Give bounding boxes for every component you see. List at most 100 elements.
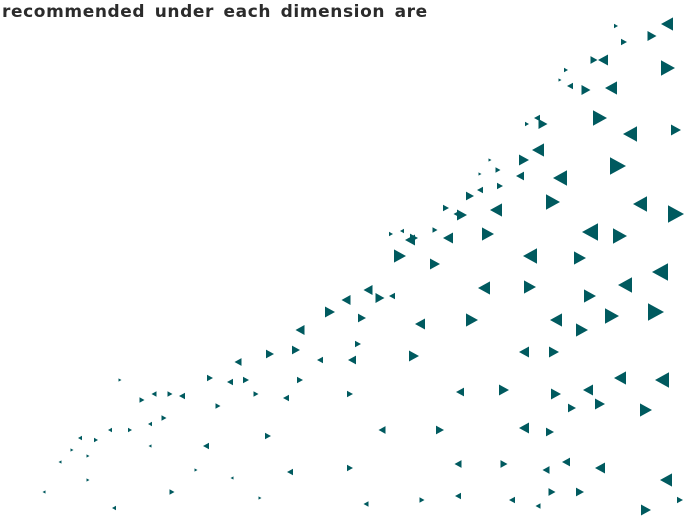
- triangle-shape: [590, 56, 598, 64]
- triangle-shape: [283, 394, 289, 402]
- triangle-shape: [148, 444, 152, 448]
- triangle-shape: [524, 280, 536, 294]
- triangle-shape: [598, 54, 608, 66]
- triangle-shape: [266, 349, 274, 359]
- triangle-shape: [582, 223, 598, 241]
- triangle-shape: [415, 318, 425, 330]
- triangle-shape: [292, 345, 300, 355]
- triangle-shape: [194, 468, 198, 472]
- triangle-shape: [605, 81, 617, 95]
- triangle-shape: [112, 505, 116, 511]
- triangle-shape: [576, 487, 584, 497]
- triangle-shape: [348, 355, 356, 365]
- body-text-fragment: recommended under each dimension are: [2, 2, 428, 22]
- triangle-shape: [243, 376, 249, 384]
- triangle-shape: [161, 415, 167, 421]
- triangle-shape: [389, 292, 395, 300]
- triangle-shape: [378, 426, 386, 434]
- triangle-shape: [42, 490, 46, 494]
- triangle-shape: [509, 496, 515, 504]
- triangle-shape: [453, 211, 459, 217]
- triangle-shape: [584, 289, 596, 303]
- triangle-shape: [179, 392, 185, 400]
- triangle-shape: [671, 124, 681, 136]
- triangle-shape: [227, 378, 233, 386]
- triangle-shape: [325, 306, 335, 318]
- triangle-shape: [358, 313, 366, 323]
- triangle-shape: [148, 421, 152, 427]
- triangle-shape: [347, 464, 353, 472]
- triangle-shape: [542, 466, 550, 474]
- triangle-shape: [203, 442, 209, 450]
- triangle-shape: [595, 462, 605, 474]
- triangle-shape: [633, 196, 647, 212]
- triangle-shape: [482, 227, 494, 241]
- triangle-shape: [341, 295, 351, 305]
- triangle-shape: [108, 427, 112, 433]
- triangle-shape: [519, 346, 529, 358]
- triangle-shape: [546, 427, 554, 437]
- triangle-shape: [234, 358, 242, 366]
- triangle-shape: [169, 489, 175, 495]
- triangle-shape: [593, 110, 607, 126]
- triangle-shape: [58, 460, 62, 464]
- triangle-shape: [409, 350, 419, 362]
- triangle-shape: [94, 437, 98, 443]
- triangle-shape: [375, 293, 385, 303]
- triangle-shape: [258, 496, 262, 500]
- triangle-shape: [70, 448, 74, 452]
- triangle-shape: [495, 167, 501, 173]
- triangle-shape: [652, 263, 668, 281]
- triangle-shape: [167, 391, 173, 397]
- triangle-shape: [287, 468, 293, 476]
- triangle-shape: [661, 60, 675, 76]
- triangle-shape: [614, 23, 618, 29]
- triangle-shape: [519, 154, 529, 166]
- triangle-shape: [478, 172, 482, 176]
- triangle-shape: [516, 171, 524, 181]
- triangle-shape: [443, 232, 453, 244]
- triangle-shape: [519, 422, 529, 434]
- triangle-shape: [363, 285, 373, 295]
- triangle-shape: [655, 372, 669, 388]
- triangle-shape: [549, 346, 559, 358]
- triangle-shape: [389, 231, 393, 237]
- triangle-shape: [535, 503, 541, 509]
- triangle-shape: [574, 251, 586, 265]
- triangle-shape: [151, 391, 157, 397]
- triangle-shape: [86, 478, 90, 482]
- triangle-shape: [546, 194, 560, 210]
- triangle-shape: [647, 31, 657, 41]
- triangle-shape: [230, 476, 234, 480]
- triangle-shape: [139, 397, 145, 403]
- triangle-shape: [623, 126, 637, 142]
- triangle-shape: [534, 114, 540, 122]
- triangle-shape: [456, 387, 464, 397]
- triangle-shape: [581, 85, 591, 95]
- triangle-shape: [86, 454, 90, 458]
- triangle-shape: [363, 501, 369, 507]
- triangle-shape: [78, 435, 82, 441]
- triangle-shape: [394, 249, 406, 263]
- triangle-shape: [553, 170, 567, 186]
- triangle-shape: [253, 391, 259, 397]
- triangle-shape: [648, 303, 664, 321]
- triangle-shape: [661, 17, 673, 31]
- triangle-shape: [347, 390, 353, 398]
- triangle-shape: [550, 313, 562, 327]
- triangle-shape: [500, 460, 508, 468]
- triangle-shape: [297, 376, 303, 384]
- triangle-shape: [610, 157, 626, 175]
- triangle-shape: [668, 205, 684, 223]
- triangle-shape: [478, 281, 490, 295]
- triangle-shape: [432, 227, 438, 233]
- triangle-shape: [488, 158, 492, 162]
- triangle-shape: [551, 388, 561, 400]
- triangle-shape: [118, 378, 122, 382]
- triangle-shape: [660, 473, 672, 487]
- triangle-shape: [640, 403, 652, 417]
- triangle-shape: [436, 425, 444, 435]
- triangle-shape: [568, 403, 576, 413]
- triangle-shape: [532, 143, 544, 157]
